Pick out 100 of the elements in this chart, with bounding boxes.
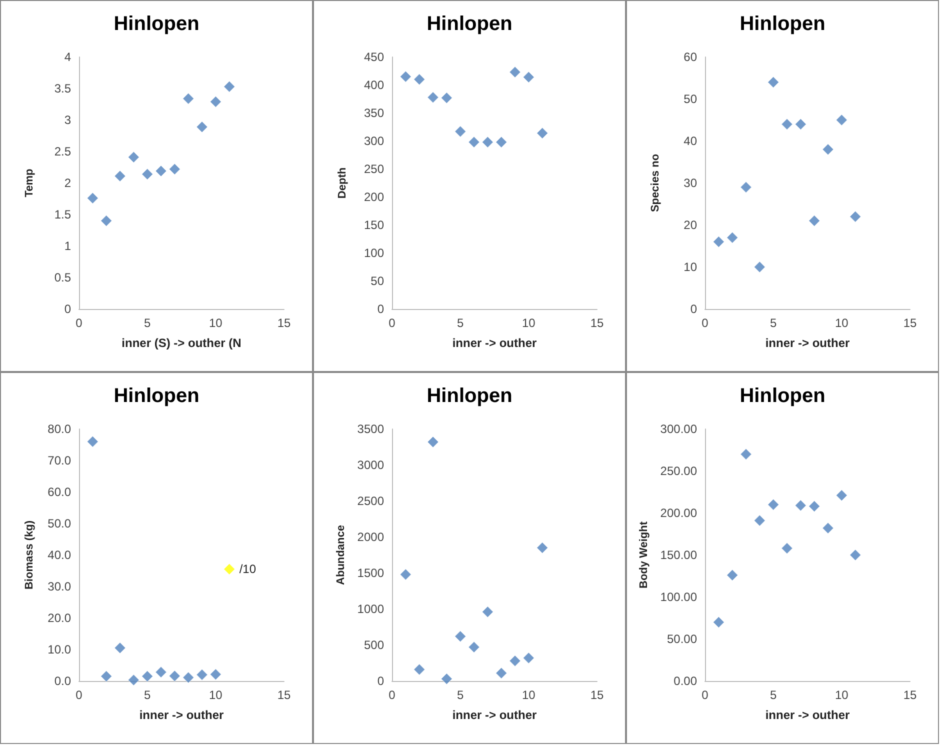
point <box>536 542 548 554</box>
x-tick-label: 5 <box>144 316 151 330</box>
point <box>224 563 236 575</box>
y-tick-label: 40.0 <box>48 548 72 562</box>
point <box>509 655 521 667</box>
y-tick-label: 0.00 <box>674 674 698 688</box>
x-tick-label: 10 <box>834 316 849 330</box>
x-tick-label: 5 <box>770 316 777 330</box>
point <box>142 168 154 180</box>
point <box>454 126 466 138</box>
point <box>496 667 508 679</box>
y-tick-label: 0 <box>690 302 698 316</box>
point <box>768 498 780 510</box>
y-axis-title: Abundance <box>334 525 347 585</box>
y-tick-label: 30.0 <box>48 580 72 594</box>
y-tick-label: 500 <box>364 638 384 652</box>
chart-title: Hinlopen <box>426 385 512 407</box>
x-axis-title: inner (S) -> outher (N <box>122 336 242 350</box>
point <box>496 136 508 148</box>
point <box>482 136 494 148</box>
point <box>781 118 793 130</box>
point <box>210 668 222 680</box>
point <box>850 210 862 222</box>
x-tick-label: 10 <box>208 688 223 702</box>
y-tick-label: 250 <box>364 162 384 176</box>
x-tick-label: 15 <box>903 316 917 330</box>
point <box>740 181 752 193</box>
point <box>482 606 494 618</box>
y-tick-label: 2500 <box>357 494 384 508</box>
x-tick-label: 15 <box>590 688 604 702</box>
y-tick-label: 40 <box>684 134 698 148</box>
point <box>224 80 236 92</box>
y-tick-label: 80.0 <box>48 422 72 436</box>
y-tick-label: 250.00 <box>660 464 698 478</box>
chart-title: Hinlopen <box>114 385 200 407</box>
point <box>414 74 426 86</box>
y-tick-label: 0.5 <box>54 270 72 284</box>
point <box>100 670 112 682</box>
point <box>427 92 439 104</box>
y-tick-label: 200 <box>364 190 384 204</box>
y-tick-label: 1 <box>64 239 72 253</box>
point <box>468 136 480 148</box>
y-tick-label: 50 <box>370 274 384 288</box>
x-axis-title: inner -> outher <box>765 708 850 722</box>
y-tick-label: 1500 <box>357 566 384 580</box>
x-tick-label: 0 <box>76 688 83 702</box>
point <box>196 668 208 680</box>
x-axis-title: inner -> outher <box>452 336 537 350</box>
point <box>114 170 126 182</box>
y-tick-label: 350 <box>364 106 384 120</box>
y-tick-label: 100.00 <box>660 590 698 604</box>
point <box>822 144 834 156</box>
y-tick-label: 10.0 <box>48 642 72 656</box>
x-tick-label: 10 <box>522 688 536 702</box>
point <box>726 232 738 244</box>
y-tick-label: 50.00 <box>666 632 698 646</box>
chart-title: Hinlopen <box>426 13 512 35</box>
point <box>86 436 98 448</box>
y-tick-label: 100 <box>364 246 384 260</box>
x-tick-label: 5 <box>456 316 464 330</box>
y-tick-label: 3 <box>64 113 72 127</box>
y-tick-label: 300.00 <box>660 422 698 436</box>
point <box>536 127 548 139</box>
point <box>794 500 806 512</box>
point <box>155 165 167 177</box>
point <box>808 500 820 512</box>
x-tick-label: 5 <box>770 688 777 702</box>
point <box>808 215 820 227</box>
point <box>726 569 738 581</box>
x-axis-title: inner -> outher <box>452 708 537 722</box>
x-tick-label: 10 <box>834 688 849 702</box>
x-axis-title: inner -> outher <box>765 336 850 350</box>
x-tick-label: 15 <box>590 316 604 330</box>
point <box>210 96 222 108</box>
point <box>196 121 208 133</box>
y-tick-label: 150.00 <box>660 548 698 562</box>
chart-title: Hinlopen <box>114 13 200 35</box>
y-tick-label: 200.00 <box>660 506 698 520</box>
point <box>468 641 480 653</box>
y-tick-label: 0 <box>64 302 72 316</box>
point <box>522 71 534 83</box>
x-tick-label: 5 <box>144 688 151 702</box>
x-tick-label: 0 <box>388 688 396 702</box>
point <box>440 673 452 685</box>
point <box>740 448 752 460</box>
x-tick-label: 5 <box>456 688 464 702</box>
x-tick-label: 15 <box>903 688 917 702</box>
y-tick-label: 1000 <box>357 602 384 616</box>
chart-title: Hinlopen <box>740 385 826 407</box>
point <box>114 642 126 654</box>
y-tick-label: 20.0 <box>48 611 72 625</box>
y-tick-label: 2000 <box>357 530 384 544</box>
x-tick-label: 10 <box>208 316 223 330</box>
point <box>440 92 452 104</box>
point <box>522 652 534 664</box>
y-tick-label: 60 <box>684 50 698 64</box>
point <box>100 215 112 227</box>
y-tick-label: 0.0 <box>54 674 72 688</box>
point <box>168 670 180 682</box>
y-axis-title: Temp <box>24 168 36 198</box>
